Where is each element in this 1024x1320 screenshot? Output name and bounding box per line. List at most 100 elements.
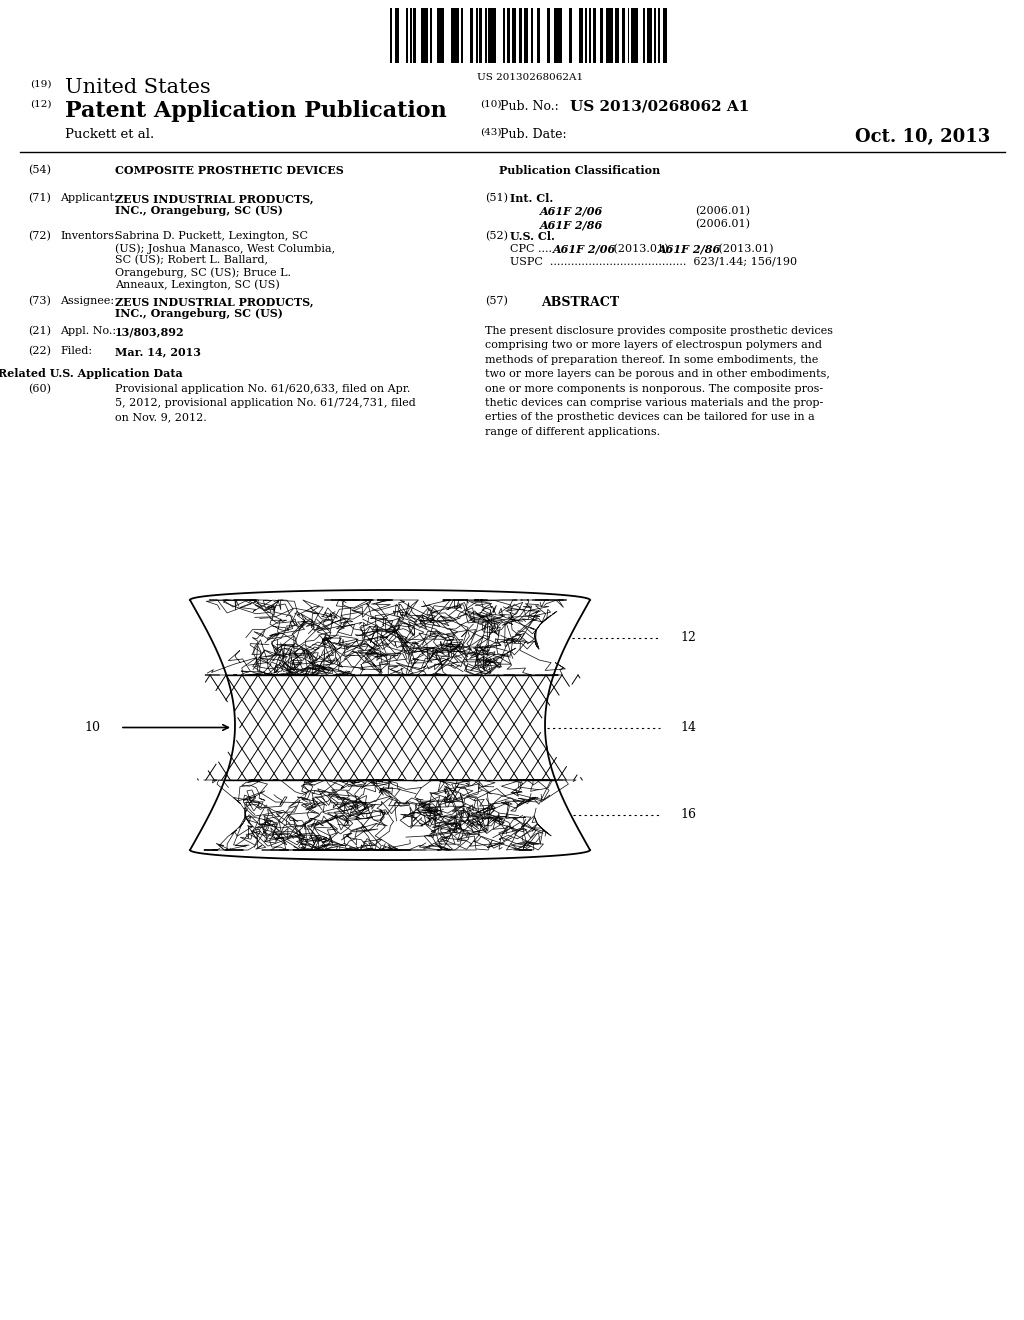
Bar: [569, 8, 571, 63]
Bar: [390, 8, 392, 63]
Text: SC (US); Robert L. Ballard,: SC (US); Robert L. Ballard,: [115, 255, 268, 265]
Text: Patent Application Publication: Patent Application Publication: [65, 100, 446, 121]
Text: (US); Joshua Manasco, West Columbia,: (US); Joshua Manasco, West Columbia,: [115, 243, 335, 253]
Text: Applicant:: Applicant:: [60, 193, 118, 203]
Text: (10): (10): [480, 100, 502, 110]
Bar: [394, 8, 399, 63]
Text: Anneaux, Lexington, SC (US): Anneaux, Lexington, SC (US): [115, 279, 280, 289]
Bar: [530, 8, 532, 63]
Text: Publication Classification: Publication Classification: [500, 165, 660, 176]
Bar: [488, 8, 496, 63]
Text: (12): (12): [30, 100, 51, 110]
Bar: [421, 8, 428, 63]
Bar: [547, 8, 550, 63]
Bar: [430, 8, 432, 63]
Text: (43): (43): [480, 128, 502, 137]
Text: A61F 2/06: A61F 2/06: [553, 244, 616, 255]
Text: (72): (72): [28, 231, 51, 242]
Text: Int. Cl.: Int. Cl.: [510, 193, 553, 205]
Text: (52): (52): [485, 231, 508, 242]
Text: ZEUS INDUSTRIAL PRODUCTS,: ZEUS INDUSTRIAL PRODUCTS,: [115, 193, 313, 205]
Text: USPC  .......................................  623/1.44; 156/190: USPC ...................................…: [510, 257, 797, 267]
Text: (60): (60): [28, 384, 51, 395]
Bar: [437, 8, 444, 63]
Text: Pub. Date:: Pub. Date:: [500, 128, 566, 141]
Text: A61F 2/86: A61F 2/86: [540, 219, 603, 230]
Bar: [503, 8, 505, 63]
Bar: [647, 8, 652, 63]
Bar: [614, 8, 620, 63]
Text: (2006.01): (2006.01): [695, 206, 750, 216]
Text: 14: 14: [680, 721, 696, 734]
Text: 13/803,892: 13/803,892: [115, 326, 184, 337]
Text: Assignee:: Assignee:: [60, 296, 114, 306]
Text: Orangeburg, SC (US); Bruce L.: Orangeburg, SC (US); Bruce L.: [115, 267, 291, 277]
Bar: [589, 8, 592, 63]
Text: Sabrina D. Puckett, Lexington, SC: Sabrina D. Puckett, Lexington, SC: [115, 231, 308, 242]
Text: Puckett et al.: Puckett et al.: [65, 128, 155, 141]
Bar: [579, 8, 584, 63]
Text: A61F 2/06: A61F 2/06: [540, 206, 603, 216]
Text: Appl. No.:: Appl. No.:: [60, 326, 116, 337]
Text: (22): (22): [28, 346, 51, 356]
Bar: [414, 8, 416, 63]
Text: Pub. No.:: Pub. No.:: [500, 100, 559, 114]
Text: (73): (73): [28, 296, 51, 306]
Bar: [606, 8, 613, 63]
Text: ABSTRACT: ABSTRACT: [541, 296, 620, 309]
Bar: [407, 8, 409, 63]
Text: The present disclosure provides composite prosthetic devices
comprising two or m: The present disclosure provides composit…: [485, 326, 833, 437]
Bar: [519, 8, 522, 63]
Text: INC., Orangeburg, SC (US): INC., Orangeburg, SC (US): [115, 308, 283, 319]
Bar: [508, 8, 510, 63]
Bar: [484, 8, 486, 63]
Text: US 2013/0268062 A1: US 2013/0268062 A1: [570, 100, 750, 114]
Bar: [452, 8, 459, 63]
Bar: [623, 8, 625, 63]
Bar: [631, 8, 638, 63]
Bar: [470, 8, 473, 63]
Bar: [653, 8, 655, 63]
Text: CPC ....: CPC ....: [510, 244, 559, 253]
Bar: [479, 8, 482, 63]
Text: (57): (57): [485, 296, 508, 306]
Text: (2013.01);: (2013.01);: [610, 244, 676, 255]
Text: ZEUS INDUSTRIAL PRODUCTS,: ZEUS INDUSTRIAL PRODUCTS,: [115, 296, 313, 308]
Bar: [476, 8, 477, 63]
Text: Inventors:: Inventors:: [60, 231, 118, 242]
Bar: [585, 8, 587, 63]
Text: Oct. 10, 2013: Oct. 10, 2013: [855, 128, 990, 147]
Text: (54): (54): [28, 165, 51, 176]
Bar: [600, 8, 603, 63]
Text: INC., Orangeburg, SC (US): INC., Orangeburg, SC (US): [115, 205, 283, 216]
Bar: [538, 8, 540, 63]
Bar: [658, 8, 660, 63]
Bar: [512, 8, 516, 63]
Text: (2013.01): (2013.01): [715, 244, 773, 255]
Text: Provisional application No. 61/620,633, filed on Apr.
5, 2012, provisional appli: Provisional application No. 61/620,633, …: [115, 384, 416, 422]
Text: U.S. Cl.: U.S. Cl.: [510, 231, 555, 242]
Bar: [462, 8, 463, 63]
Text: 16: 16: [680, 808, 696, 821]
Bar: [410, 8, 412, 63]
Text: United States: United States: [65, 78, 211, 96]
Bar: [170, 579, 610, 870]
Text: (2006.01): (2006.01): [695, 219, 750, 230]
Text: (21): (21): [28, 326, 51, 337]
Bar: [593, 8, 596, 63]
Text: (19): (19): [30, 81, 51, 88]
Text: Mar. 14, 2013: Mar. 14, 2013: [115, 346, 201, 356]
Text: US 20130268062A1: US 20130268062A1: [477, 73, 583, 82]
Bar: [628, 8, 630, 63]
Text: Filed:: Filed:: [60, 346, 92, 356]
Bar: [663, 8, 668, 63]
Bar: [523, 8, 528, 63]
Text: A61F 2/86: A61F 2/86: [658, 244, 721, 255]
Bar: [643, 8, 645, 63]
Text: 10: 10: [84, 721, 100, 734]
Bar: [554, 8, 561, 63]
Text: Related U.S. Application Data: Related U.S. Application Data: [0, 368, 182, 379]
Text: (51): (51): [485, 193, 508, 203]
Text: (71): (71): [28, 193, 51, 203]
Text: 12: 12: [680, 631, 696, 644]
